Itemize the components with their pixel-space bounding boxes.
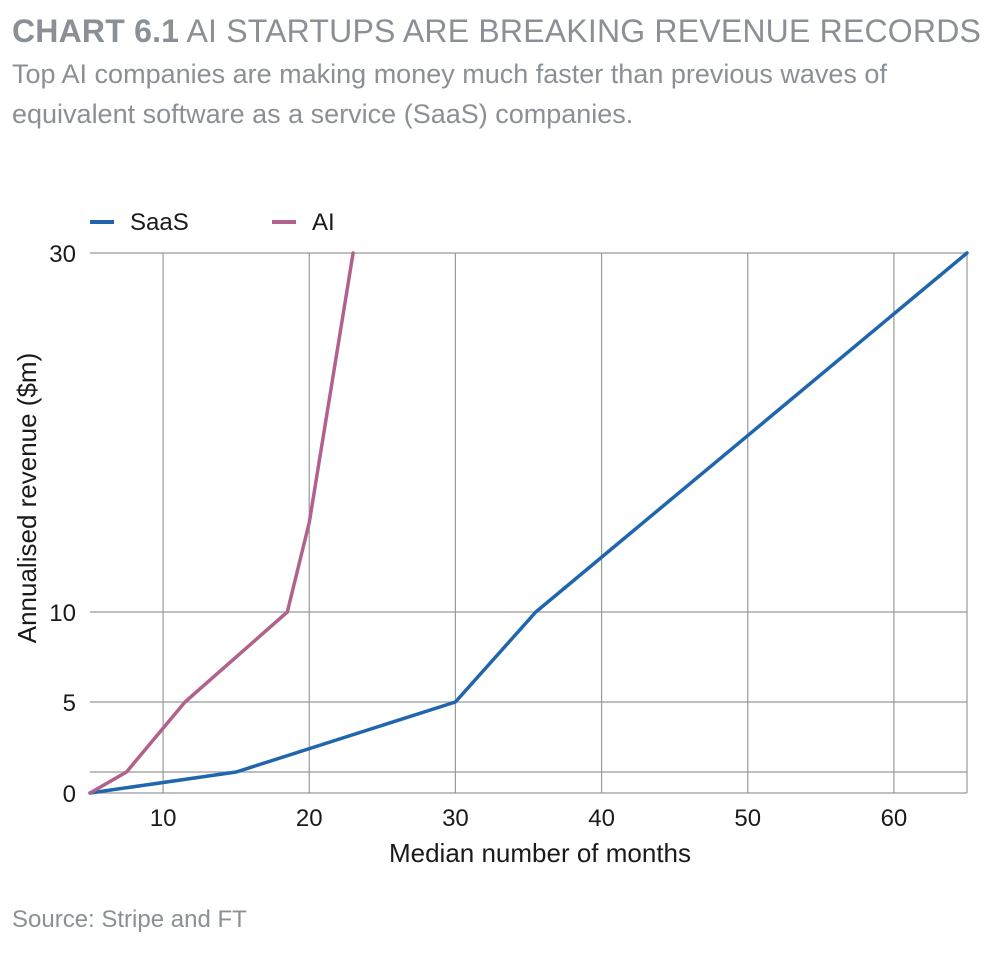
- x-axis-ticks: 10 20 30 40 50 60: [150, 805, 908, 832]
- x-tick-label: 20: [296, 805, 323, 832]
- x-tick-label: 40: [588, 805, 615, 832]
- y-tick-label: 5: [63, 690, 76, 717]
- chart-subtitle: Top AI companies are making money much f…: [12, 59, 887, 129]
- source-note: Source: Stripe and FT: [12, 906, 247, 933]
- legend: SaaS AI: [90, 209, 335, 236]
- legend-label-saas: SaaS: [130, 209, 189, 236]
- grid-lines: [90, 252, 968, 794]
- chart-header: CHART 6.1 AI STARTUPS ARE BREAKING REVEN…: [12, 10, 982, 134]
- series-line-saas: [88, 251, 969, 795]
- chart-title: CHART 6.1 AI STARTUPS ARE BREAKING REVEN…: [12, 10, 982, 52]
- y-tick-label: 30: [49, 241, 76, 268]
- legend-label-ai: AI: [312, 209, 335, 236]
- y-axis-title: Annualised revenue ($m): [12, 353, 42, 644]
- x-tick-label: 50: [734, 805, 761, 832]
- x-tick-label: 60: [881, 805, 908, 832]
- series-line-ai: [88, 251, 355, 795]
- chart-number: CHART 6.1: [12, 13, 180, 49]
- chart-title-text: AI STARTUPS ARE BREAKING REVENUE RECORDS: [186, 13, 982, 49]
- x-axis-title: Median number of months: [389, 838, 691, 868]
- x-tick-label: 10: [150, 805, 177, 832]
- y-axis-ticks: 0 5 10 30: [49, 241, 76, 808]
- series-lines: [88, 251, 969, 795]
- x-tick-label: 30: [442, 805, 469, 832]
- y-tick-label: 0: [63, 781, 76, 808]
- y-tick-label: 10: [49, 600, 76, 627]
